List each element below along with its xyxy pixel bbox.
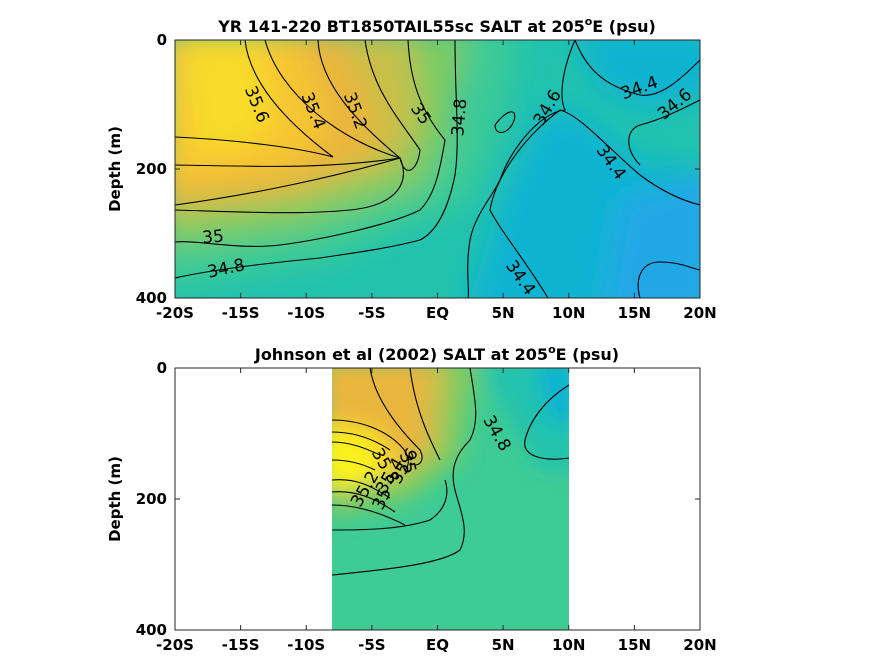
x-tick-label: -15S: [222, 304, 260, 322]
field-maximum: [332, 432, 380, 488]
contour-label: 34.8: [448, 98, 471, 137]
x-tick-label: 5N: [492, 304, 515, 322]
x-tick-label: -5S: [358, 304, 385, 322]
contour-34-4-low: [637, 261, 700, 298]
contour-core-6: [332, 491, 396, 513]
y-axis-bottom: 0 200 400: [136, 359, 700, 639]
x-tick-label: EQ: [426, 636, 449, 654]
contour-34-4-north: [574, 40, 700, 96]
x-tick-label: 20N: [683, 304, 716, 322]
top-ylabel: Depth (m): [106, 126, 124, 212]
contour-outer-north: [369, 368, 423, 466]
contour-34-4-east: [628, 99, 700, 166]
contour-34-6-eddy: [494, 111, 516, 134]
contour-34-4-inner: [489, 109, 700, 298]
contour-34-8-south: [175, 40, 458, 279]
contour-core-1: [332, 419, 409, 471]
contour-core-3: [332, 441, 381, 456]
x-axis-bottom: -20S -15S -10S -5S EQ 5N 10N 15N 20N: [156, 368, 717, 654]
x-tick-label: 5N: [492, 636, 515, 654]
contour-34-8-north: [175, 40, 446, 247]
x-tick-label: -10S: [287, 304, 325, 322]
bottom-panel: Johnson et al (2002) SALT at 205oE (psu)…: [106, 343, 717, 654]
bottom-title: Johnson et al (2002) SALT at 205oE (psu): [254, 343, 619, 364]
x-tick-label: 10N: [552, 636, 585, 654]
contour-mid-north: [409, 368, 441, 461]
top-panel: YR 141-220 BT1850TAIL55sc SALT at 205oE …: [106, 15, 717, 322]
contour-34-8: [332, 368, 477, 576]
contour-lines-top: [175, 40, 700, 298]
contour-35-2: [175, 40, 402, 206]
contour-core-4: [332, 459, 376, 471]
contour-core-7: [332, 504, 406, 526]
y-tick-label: 400: [136, 289, 167, 307]
contour-core-2: [332, 431, 391, 451]
x-tick-label: -15S: [222, 636, 260, 654]
y-tick-label: 0: [157, 359, 167, 377]
y-tick-label: 400: [136, 621, 167, 639]
x-tick-label: EQ: [426, 304, 449, 322]
y-tick-label: 200: [136, 160, 167, 178]
y-axis-top: 0 200 400: [136, 31, 700, 307]
x-axis-top: -20S -15S -10S -5S EQ 5N 10N 15N 20N: [156, 40, 717, 322]
contour-lines-bottom: [332, 368, 569, 576]
contour-35-6: [175, 40, 334, 158]
y-tick-label: 0: [157, 31, 167, 49]
contour-core-5: [332, 479, 391, 499]
contour-deep: [332, 479, 448, 531]
x-tick-label: -10S: [287, 636, 325, 654]
contour-label: 35: [201, 226, 224, 248]
bottom-ylabel: Depth (m): [106, 456, 124, 542]
x-tick-label: -20S: [156, 304, 194, 322]
x-tick-label: -5S: [358, 636, 385, 654]
x-tick-label: 10N: [552, 304, 585, 322]
x-tick-label: 15N: [618, 304, 651, 322]
y-tick-label: 200: [136, 490, 167, 508]
x-tick-label: -20S: [156, 636, 194, 654]
contour-35: [175, 40, 421, 214]
contour-34-6: [467, 40, 576, 298]
field-fresh-northeast: [575, 40, 700, 110]
top-title: YR 141-220 BT1850TAIL55sc SALT at 205oE …: [217, 15, 656, 36]
field-freshest-east: [603, 176, 700, 298]
salinity-field-top: [175, 40, 700, 298]
x-tick-label: 15N: [618, 636, 651, 654]
contour-34-6: [524, 384, 569, 460]
x-tick-label: 20N: [683, 636, 716, 654]
